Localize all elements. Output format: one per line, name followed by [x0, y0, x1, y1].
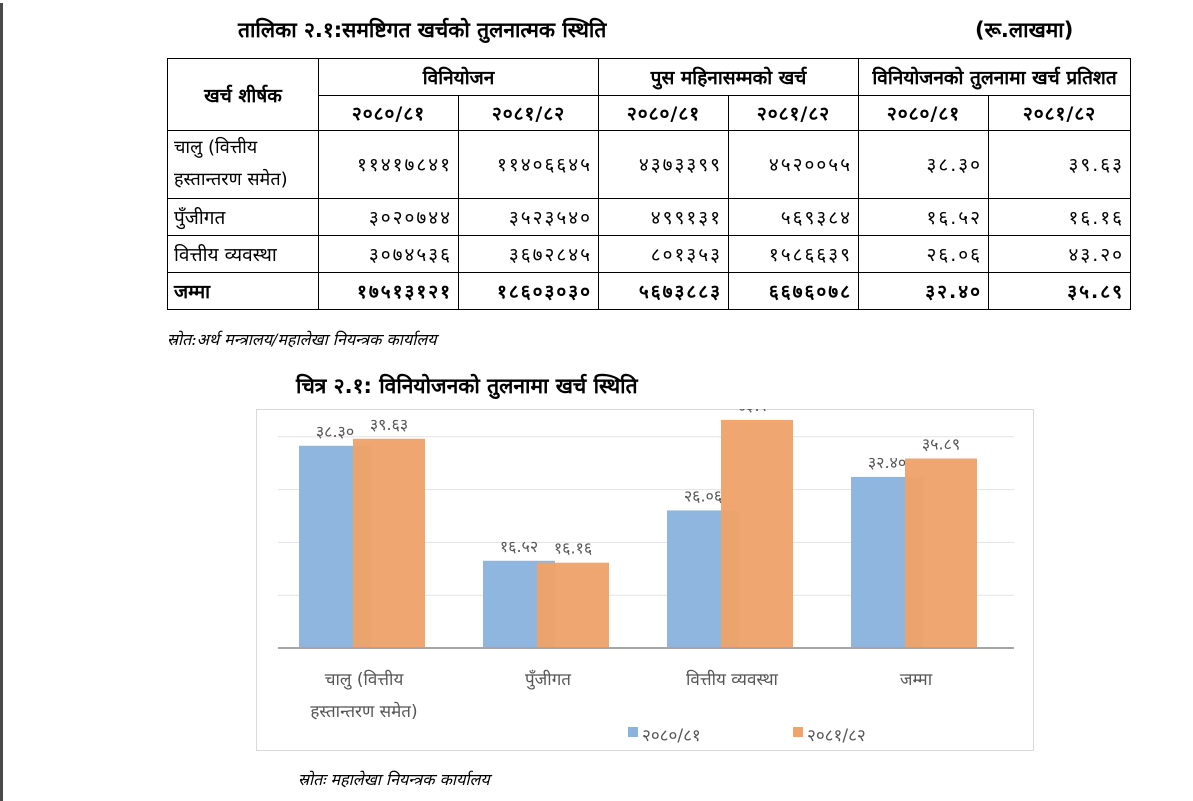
header-year: २०८०/८१: [598, 95, 730, 132]
expenditure-table: खर्च शीर्षक विनियोजन पुस महिनासम्मको खर्…: [167, 57, 1132, 311]
top-edge: [0, 0, 1193, 3]
data-label: ३८.३०: [316, 422, 354, 441]
header-year: २०८०/८१: [318, 95, 459, 132]
table-cell: १७५१३१२१: [318, 271, 459, 311]
bar: [537, 562, 609, 648]
row-label: पुँजीगत: [167, 197, 319, 236]
table-cell: ६६७६०७८: [728, 271, 860, 311]
category-label: हस्तान्तरण समेत): [310, 701, 417, 722]
header-poush-expense: पुस महिनासम्मको खर्च: [598, 57, 860, 97]
table-cell: ५६९३८४: [728, 197, 860, 236]
table-cell: १६.१६: [988, 197, 1132, 236]
table-cell: ३२.४०: [858, 271, 990, 311]
category-label: जम्मा: [900, 670, 933, 690]
table-cell: १८६०३०३०: [457, 271, 600, 311]
table-year-row: २०८०/८१ २०८१/८२ २०८०/८१ २०८१/८२ २०८०/८१ …: [168, 95, 1132, 132]
category-label: वित्तीय व्यवस्था: [686, 669, 779, 690]
data-label: ४३.२०: [738, 409, 776, 415]
header-expense-percent: विनियोजनको तुलनामा खर्च प्रतिशत: [858, 57, 1132, 97]
legend-swatch: [628, 727, 638, 737]
row-label: जम्मा: [167, 271, 319, 311]
table-cell: ४५२००५५: [728, 130, 860, 199]
table-cell: ८०१३५३: [598, 234, 730, 273]
category-label: पुँजीगत: [525, 669, 571, 690]
data-label: ३२.४०: [868, 453, 906, 472]
table-cell: ३६७२८४५: [457, 234, 600, 273]
table-row: वित्तीय व्यवस्था ३०७४५३६ ३६७२८४५ ८०१३५३ …: [167, 234, 1132, 273]
bar: [905, 458, 977, 648]
left-border: [0, 0, 3, 801]
chart-frame: [256, 409, 1034, 751]
data-label: १६.५२: [500, 537, 538, 556]
table-cell: ४३७३३९९: [598, 130, 730, 199]
bar-chart: ३८.३० ३९.६३ चालु (वित्तीय हस्तान्तरण समेत) १…: [278, 409, 1014, 746]
data-label: ३५.८९: [922, 435, 960, 454]
chart-source-note: स्रोतः महालेखा नियन्त्रक कार्यालय: [298, 770, 490, 789]
header-expense-title: खर्च शीर्षक: [167, 57, 319, 132]
table-cell: ३९.६३: [988, 130, 1132, 199]
row-label: वित्तीय व्यवस्था: [167, 234, 319, 273]
table-cell: २६.०६: [858, 234, 990, 273]
header-year: २०८१/८२: [457, 95, 600, 132]
table-cell: ४९९१३१: [598, 197, 730, 236]
header-year: २०८०/८१: [858, 95, 990, 132]
table-cell: ३०७४५३६: [318, 234, 459, 273]
legend-label: २०८०/८१: [642, 726, 701, 746]
header-year: २०८१/८२: [728, 95, 860, 132]
bar: [353, 438, 425, 648]
category-label: चालु (वित्तीय: [325, 669, 405, 690]
table-cell: ३०२०७४४: [318, 197, 459, 236]
table-header-row: खर्च शीर्षक विनियोजन पुस महिनासम्मको खर्…: [167, 57, 1132, 132]
legend-label: २०८१/८२: [807, 726, 866, 746]
table-cell: ३८.३०: [858, 130, 990, 199]
table-row: पुँजीगत ३०२०७४४ ३५२३५४० ४९९१३१ ५६९३८४ १६…: [167, 197, 1132, 236]
table-title: तालिका २.१:समष्टिगत खर्चको तुलनात्मक स्थ…: [238, 18, 607, 42]
table-cell: १६.५२: [858, 197, 990, 236]
table-cell: ३५.८९: [988, 271, 1132, 311]
bar: [721, 419, 793, 648]
table-cell: ३५२३५४०: [457, 197, 600, 236]
table-row: चालु (वित्तीय हस्तान्तरण समेत) ११४१७८४१ …: [167, 130, 1132, 199]
table-source-note: स्रोत:अर्थ मन्त्रालय/महालेखा नियन्त्रक क…: [167, 330, 437, 349]
table-cell: ५६७३८८३: [598, 271, 730, 311]
chart-title: चित्र २.१: विनियोजनको तुलनामा खर्च स्थित…: [296, 374, 638, 398]
data-label: १६.१६: [554, 539, 592, 558]
table-cell: ११४०६६४५: [457, 130, 600, 199]
table-cell: ४३.२०: [988, 234, 1132, 273]
header-year: २०८१/८२: [988, 95, 1132, 132]
data-label: २६.०६: [684, 486, 722, 505]
data-label: ३९.६३: [370, 415, 408, 434]
table-cell: ११४१७८४१: [318, 130, 459, 199]
header-allocation: विनियोजन: [317, 57, 600, 97]
row-label: चालु (वित्तीय हस्तान्तरण समेत): [167, 130, 319, 199]
table-total-row: जम्मा १७५१३१२१ १८६०३०३० ५६७३८८३ ६६७६०७८ …: [167, 271, 1132, 311]
table-cell: १५८६६३९: [728, 234, 860, 273]
table-unit: (रू.लाखमा): [975, 18, 1074, 42]
legend-swatch: [793, 727, 803, 737]
